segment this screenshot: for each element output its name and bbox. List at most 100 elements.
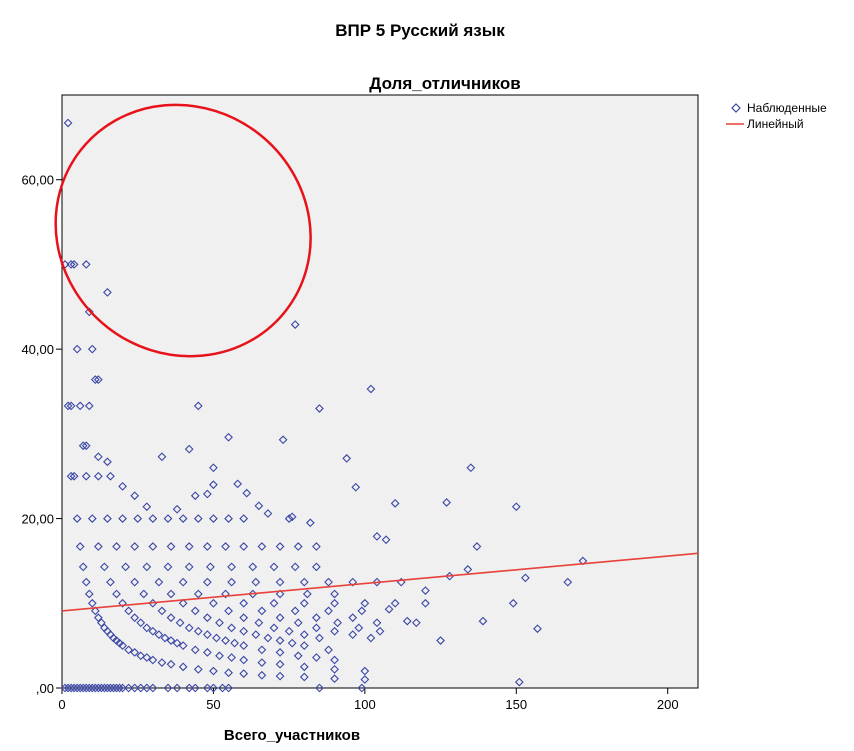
data-point — [463, 565, 473, 574]
data-point — [93, 613, 103, 623]
data-point — [93, 542, 103, 551]
data-point — [257, 542, 267, 551]
data-point — [239, 626, 249, 636]
data-point — [118, 641, 127, 651]
data-point — [130, 683, 140, 693]
data-point — [63, 118, 73, 128]
data-point — [100, 683, 109, 693]
data-point — [275, 659, 285, 669]
data-point — [290, 320, 300, 329]
data-point — [312, 542, 321, 551]
data-point — [215, 651, 224, 661]
data-point — [84, 401, 94, 411]
data-point — [299, 577, 309, 587]
data-point — [178, 598, 188, 608]
data-point — [190, 645, 200, 655]
data-point — [124, 606, 134, 616]
linear-fit-line — [61, 552, 699, 612]
data-point — [224, 668, 233, 678]
data-point — [118, 598, 127, 608]
data-point — [90, 683, 100, 693]
data-point — [293, 618, 303, 628]
data-point — [87, 683, 97, 693]
x-tick-label: 50 — [206, 697, 220, 712]
data-point — [330, 655, 339, 665]
data-point — [212, 633, 221, 643]
data-point — [315, 683, 324, 693]
data-point — [299, 598, 309, 608]
data-point — [190, 683, 200, 693]
data-point — [348, 577, 358, 587]
data-point — [257, 645, 267, 655]
data-point — [84, 589, 94, 599]
data-point — [93, 375, 103, 385]
data-point — [254, 618, 264, 628]
data-point — [72, 514, 82, 523]
data-point — [239, 542, 249, 551]
y-tick-label: 40,00 — [21, 342, 54, 357]
scatter-points — [60, 118, 588, 693]
data-point — [69, 471, 79, 481]
data-point — [227, 623, 236, 633]
data-point — [163, 683, 173, 693]
data-point — [372, 577, 382, 587]
data-point — [284, 626, 294, 636]
legend-marker-observed — [731, 103, 741, 113]
data-point — [324, 577, 333, 587]
data-point — [357, 683, 367, 693]
data-point — [202, 542, 212, 551]
data-point — [520, 573, 530, 583]
data-point — [90, 375, 100, 385]
data-point — [184, 542, 194, 551]
data-point — [354, 623, 364, 633]
x-tick-label: 200 — [657, 697, 679, 712]
data-point — [324, 645, 333, 655]
data-point — [178, 641, 188, 651]
data-point — [511, 502, 521, 512]
data-point — [175, 618, 185, 628]
data-point — [109, 683, 118, 693]
data-point — [227, 653, 236, 662]
data-point — [166, 636, 176, 645]
data-point — [224, 683, 233, 693]
data-point — [299, 662, 309, 672]
data-point — [103, 457, 112, 467]
data-point — [372, 531, 382, 541]
data-point — [66, 471, 76, 481]
data-point — [96, 618, 106, 628]
data-point — [275, 577, 285, 587]
data-point — [93, 683, 103, 693]
data-point — [411, 618, 421, 628]
data-point — [93, 471, 103, 481]
data-point — [103, 288, 112, 297]
data-point — [275, 636, 285, 645]
data-point — [239, 598, 249, 608]
data-point — [381, 535, 391, 545]
data-point — [275, 613, 285, 623]
chart-subtitle: Доля_отличников — [369, 74, 520, 93]
data-point — [224, 514, 233, 523]
data-point — [239, 641, 249, 651]
data-point — [269, 598, 279, 608]
data-point — [230, 638, 240, 648]
data-point — [472, 542, 482, 551]
data-point — [263, 509, 273, 518]
data-point — [209, 463, 218, 473]
legend: Наблюденные Линейный — [726, 101, 827, 131]
data-point — [130, 542, 140, 551]
data-point — [130, 577, 140, 587]
data-point — [290, 562, 300, 572]
y-tick-label: 20,00 — [21, 512, 54, 527]
chart-title: ВПР 5 Русский язык — [335, 21, 505, 40]
data-point — [148, 683, 158, 693]
data-point — [202, 489, 212, 499]
data-point — [366, 384, 376, 394]
data-point — [93, 452, 103, 462]
data-point — [563, 577, 573, 587]
data-point — [442, 498, 452, 507]
data-point — [142, 502, 152, 512]
data-point — [348, 630, 358, 640]
data-point — [351, 482, 361, 492]
data-point — [118, 683, 127, 693]
